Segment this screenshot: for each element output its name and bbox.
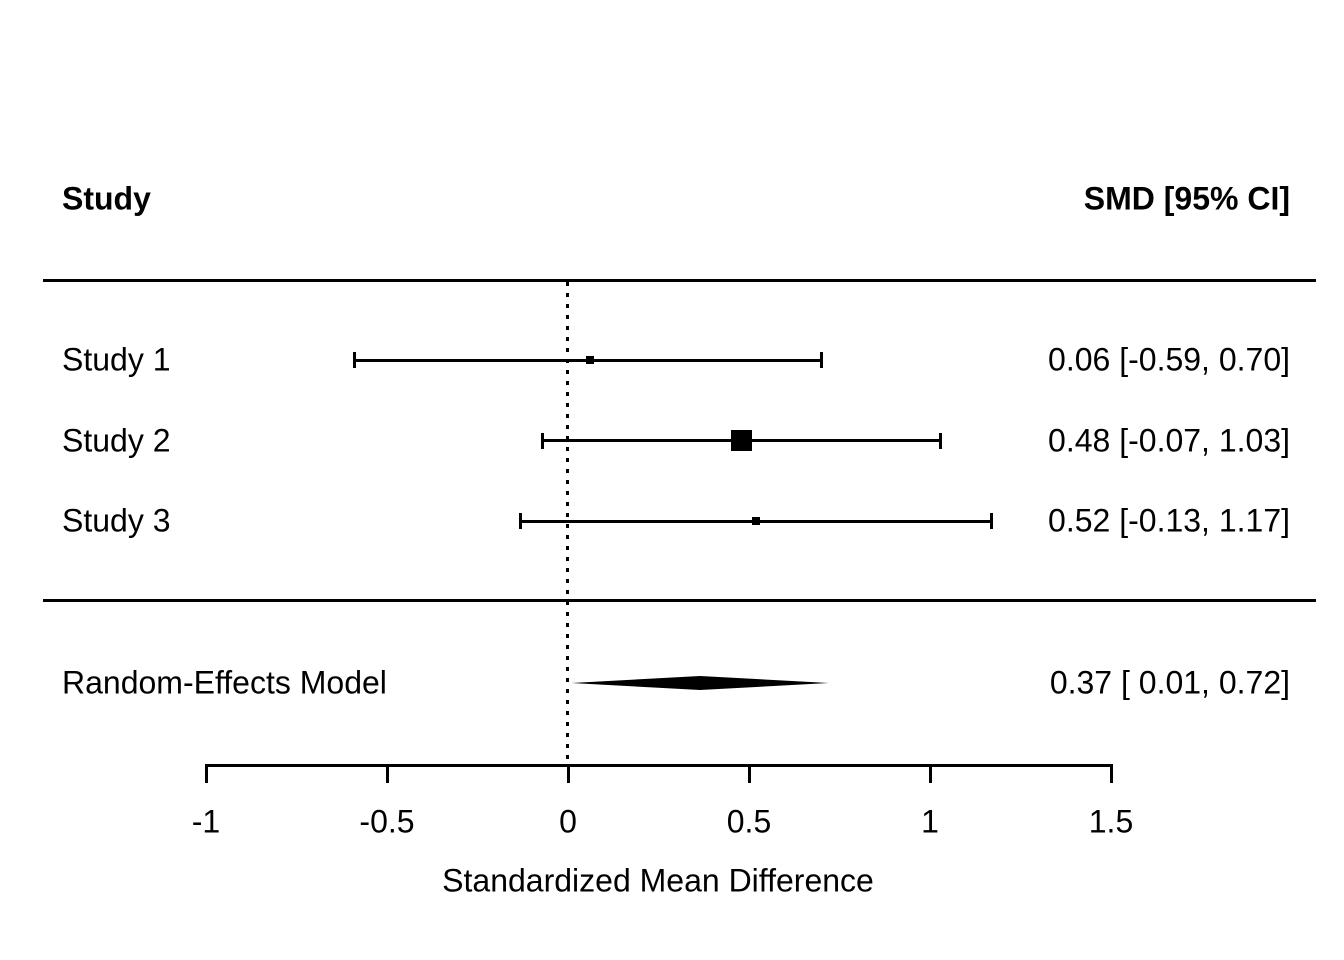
axis-tick bbox=[928, 764, 932, 783]
axis-tick-label: 0 bbox=[559, 803, 577, 840]
ci-cap-left bbox=[519, 513, 523, 529]
axis-tick-label: 1 bbox=[921, 803, 939, 840]
ci-cap-left bbox=[541, 432, 545, 449]
column-header-study: Study bbox=[62, 180, 151, 217]
summary-diamond bbox=[571, 676, 829, 690]
study-label: Study 3 bbox=[62, 502, 171, 539]
axis-tick bbox=[385, 764, 389, 783]
study-annotation: 0.52 [-0.13, 1.17] bbox=[1048, 502, 1290, 539]
zero-reference-line bbox=[566, 282, 569, 764]
study-label: Study 1 bbox=[62, 341, 171, 378]
summary-annotation: 0.37 [ 0.01, 0.72] bbox=[1049, 664, 1290, 701]
header-separator-line bbox=[43, 279, 1316, 282]
study-label: Study 2 bbox=[62, 422, 171, 458]
axis-tick bbox=[204, 764, 208, 783]
point-estimate-marker bbox=[731, 430, 753, 451]
axis-tick-label: 1.5 bbox=[1088, 803, 1134, 840]
axis-tick bbox=[1109, 764, 1113, 783]
ci-cap-right bbox=[819, 352, 823, 368]
axis-tick-label: 0.5 bbox=[726, 803, 772, 840]
study-annotation: 0.48 [-0.07, 1.03] bbox=[1048, 422, 1290, 458]
axis-tick bbox=[566, 764, 570, 783]
axis-tick-label: -0.5 bbox=[359, 803, 415, 840]
ci-cap-left bbox=[352, 352, 356, 368]
ci-cap-right bbox=[990, 513, 994, 529]
column-header-smd-ci: SMD [95% CI] bbox=[1083, 180, 1290, 217]
summary-label: Random-Effects Model bbox=[62, 664, 387, 701]
axis-tick-label: -1 bbox=[191, 803, 221, 840]
x-axis-title: Standardized Mean Difference bbox=[442, 862, 874, 899]
point-estimate-marker bbox=[585, 356, 594, 364]
study-annotation: 0.06 [-0.59, 0.70] bbox=[1048, 341, 1290, 378]
summary-separator-line bbox=[43, 599, 1316, 602]
ci-cap-right bbox=[939, 432, 943, 449]
axis-tick bbox=[747, 764, 751, 783]
axis-line bbox=[204, 764, 1113, 767]
point-estimate-marker bbox=[752, 517, 761, 525]
